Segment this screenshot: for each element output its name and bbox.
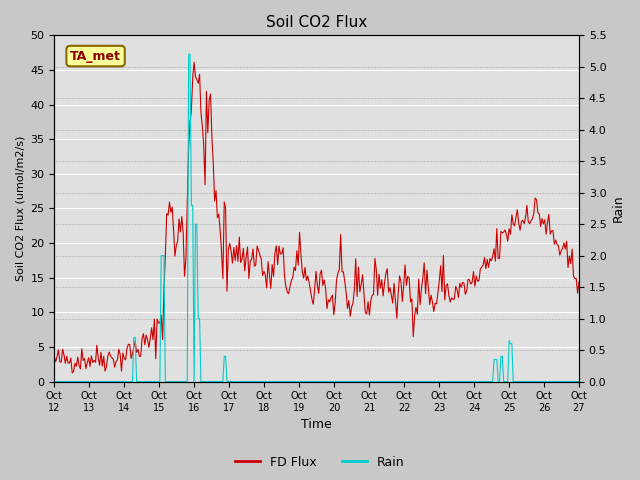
Rain xyxy=(575,379,583,384)
Y-axis label: Rain: Rain xyxy=(612,194,625,222)
FD Flux xyxy=(70,369,77,374)
X-axis label: Time: Time xyxy=(301,419,332,432)
Rain xyxy=(68,379,76,384)
FD Flux xyxy=(86,363,94,369)
Line: Rain: Rain xyxy=(54,54,579,382)
Legend: FD Flux, Rain: FD Flux, Rain xyxy=(230,451,410,474)
Rain xyxy=(185,51,193,57)
FD Flux xyxy=(575,279,583,285)
FD Flux xyxy=(428,292,435,298)
Line: FD Flux: FD Flux xyxy=(54,62,579,373)
Rain xyxy=(51,379,58,384)
FD Flux xyxy=(323,306,331,312)
Y-axis label: Soil CO2 Flux (umol/m2/s): Soil CO2 Flux (umol/m2/s) xyxy=(15,136,25,281)
FD Flux xyxy=(574,290,582,296)
Rain xyxy=(504,379,511,384)
Title: Soil CO2 Flux: Soil CO2 Flux xyxy=(266,15,367,30)
FD Flux xyxy=(506,226,513,231)
Rain xyxy=(85,379,93,384)
Rain xyxy=(322,379,330,384)
Text: TA_met: TA_met xyxy=(70,49,121,62)
Rain xyxy=(572,379,580,384)
FD Flux xyxy=(68,370,76,376)
FD Flux xyxy=(51,354,58,360)
FD Flux xyxy=(190,60,198,65)
Rain xyxy=(426,379,433,384)
